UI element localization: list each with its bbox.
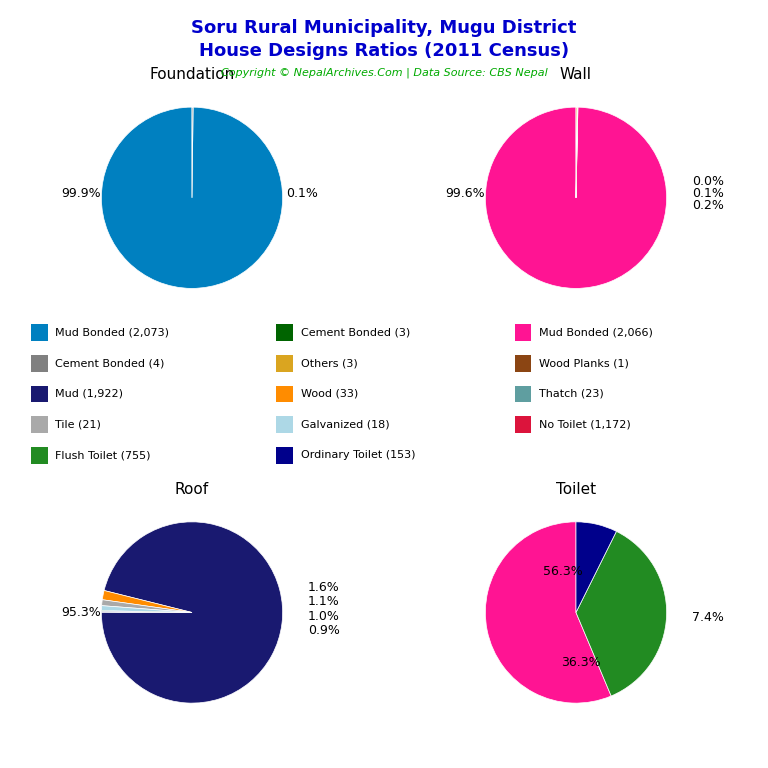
Text: Thatch (23): Thatch (23) [539,389,604,399]
Text: 1.0%: 1.0% [308,610,340,623]
Text: Mud Bonded (2,073): Mud Bonded (2,073) [55,327,169,338]
Text: 0.1%: 0.1% [286,187,319,200]
Wedge shape [102,591,192,613]
Title: Toilet: Toilet [556,482,596,497]
Wedge shape [101,600,192,613]
Text: Mud Bonded (2,066): Mud Bonded (2,066) [539,327,653,338]
Wedge shape [485,522,611,703]
Text: 56.3%: 56.3% [542,565,582,578]
Wedge shape [101,611,192,613]
Wedge shape [576,107,577,198]
Wedge shape [192,107,193,198]
Wedge shape [101,107,283,288]
Text: Wood (33): Wood (33) [301,389,359,399]
Text: Others (3): Others (3) [301,358,358,369]
Text: No Toilet (1,172): No Toilet (1,172) [539,419,631,430]
Wedge shape [576,108,578,198]
Text: 0.2%: 0.2% [692,198,724,211]
Text: Tile (21): Tile (21) [55,419,101,430]
Text: 7.4%: 7.4% [692,611,724,624]
Text: 99.9%: 99.9% [61,187,101,200]
Text: 0.0%: 0.0% [692,175,724,188]
Wedge shape [101,522,283,703]
Text: Wood Planks (1): Wood Planks (1) [539,358,629,369]
Text: Cement Bonded (4): Cement Bonded (4) [55,358,164,369]
Wedge shape [576,522,617,613]
Text: 95.3%: 95.3% [61,606,101,619]
Title: Foundation: Foundation [149,67,235,82]
Text: Galvanized (18): Galvanized (18) [301,419,389,430]
Title: Roof: Roof [175,482,209,497]
Text: Cement Bonded (3): Cement Bonded (3) [301,327,410,338]
Text: 36.3%: 36.3% [561,656,601,669]
Text: Ordinary Toilet (153): Ordinary Toilet (153) [301,450,415,461]
Text: 99.6%: 99.6% [445,187,485,200]
Text: Soru Rural Municipality, Mugu District: Soru Rural Municipality, Mugu District [191,19,577,37]
Text: 1.6%: 1.6% [308,581,339,594]
Text: Mud (1,922): Mud (1,922) [55,389,124,399]
Wedge shape [101,611,192,613]
Text: 0.1%: 0.1% [692,187,724,200]
Wedge shape [576,108,578,198]
Title: Wall: Wall [560,67,592,82]
Wedge shape [576,531,667,696]
Text: 1.1%: 1.1% [308,595,339,608]
Wedge shape [485,107,667,288]
Wedge shape [101,606,192,613]
Text: Flush Toilet (755): Flush Toilet (755) [55,450,151,461]
Text: House Designs Ratios (2011 Census): House Designs Ratios (2011 Census) [199,42,569,60]
Text: Copyright © NepalArchives.Com | Data Source: CBS Nepal: Copyright © NepalArchives.Com | Data Sou… [220,68,548,78]
Text: 0.9%: 0.9% [308,624,340,637]
